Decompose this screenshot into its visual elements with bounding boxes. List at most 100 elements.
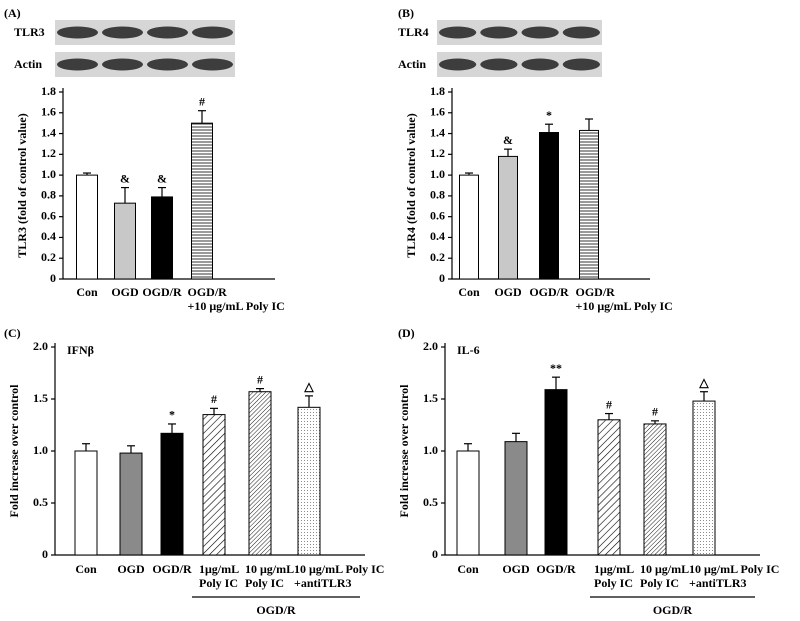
x-tick-label: +antiTLR3	[689, 576, 747, 590]
bar	[544, 389, 568, 556]
y-tick-label: 1.0	[423, 443, 438, 457]
blot-label: Actin	[14, 57, 42, 71]
blot-band	[562, 26, 600, 39]
bar	[119, 452, 143, 556]
x-tick-label: Con	[458, 285, 480, 299]
x-tick-label: Poly IC	[640, 576, 679, 590]
significance-mark: △	[303, 380, 314, 394]
bar	[202, 414, 226, 556]
y-tick-label: 0	[42, 547, 48, 561]
blot-band	[439, 58, 477, 71]
y-tick-label: 1.4	[41, 125, 56, 139]
y-tick-label: 1.8	[41, 84, 56, 98]
significance-mark: *	[546, 108, 552, 122]
bar	[151, 196, 173, 280]
y-tick-label: 2.0	[33, 339, 48, 353]
y-tick-label: 2.0	[423, 339, 438, 353]
y-tick-label: 0.6	[41, 208, 56, 222]
bar	[191, 122, 213, 280]
x-tick-label: Poly IC	[245, 576, 284, 590]
x-tick-label: Con	[75, 562, 97, 576]
y-tick-label: 1.2	[41, 146, 56, 160]
x-tick-label: 10 μg/mL Poly IC	[689, 562, 779, 576]
blot-band	[57, 58, 98, 71]
y-tick-label: 1.0	[41, 167, 56, 181]
y-tick-label: 1.6	[41, 105, 56, 119]
x-tick-label: 10 μg/mL	[245, 562, 294, 576]
x-tick-label: OGD/R	[536, 562, 576, 576]
x-tick-label: 1μg/mL	[594, 562, 634, 576]
bar	[297, 406, 321, 556]
significance-mark: **	[550, 361, 562, 375]
significance-mark: #	[211, 392, 217, 406]
group-label: OGD/R	[653, 603, 693, 617]
y-tick-label: 0.2	[41, 250, 56, 264]
blot-label: TLR4	[398, 25, 429, 39]
bar	[692, 400, 716, 556]
bar	[459, 174, 479, 280]
bar	[643, 423, 667, 556]
significance-mark: #	[199, 94, 205, 108]
bar	[498, 155, 518, 280]
significance-mark: &	[157, 171, 167, 185]
significance-mark: #	[652, 405, 658, 419]
blot-band	[521, 58, 559, 71]
bar	[579, 129, 599, 280]
blot-label: TLR3	[14, 25, 45, 39]
inner-label: IL-6	[457, 343, 480, 357]
x-tick-label: OGD/R	[152, 562, 192, 576]
group-label: OGD/R	[256, 603, 296, 617]
panel-label: (B)	[398, 6, 414, 20]
blot-band	[192, 58, 233, 71]
x-tick-label: OGD/R	[188, 285, 228, 299]
panel-label: (A)	[4, 6, 21, 20]
x-tick-label: 1μg/mL	[199, 562, 239, 576]
bar	[74, 450, 98, 556]
blot-band	[102, 26, 143, 39]
bar	[160, 432, 184, 556]
y-tick-label: 0.5	[423, 495, 438, 509]
blot-band	[102, 58, 143, 71]
x-tick-label: Poly IC	[594, 576, 633, 590]
panel-label: (C)	[4, 326, 21, 340]
y-axis-label: TLR4 (fold of control value)	[404, 113, 418, 257]
blot-band	[439, 26, 477, 39]
x-tick-label: 10 μg/mL	[640, 562, 689, 576]
blot-band	[480, 26, 518, 39]
significance-mark: &	[120, 171, 130, 185]
y-tick-label: 1.0	[430, 167, 445, 181]
significance-mark: △	[698, 375, 709, 389]
x-tick-label: OGD	[111, 285, 139, 299]
significance-mark: #	[606, 397, 612, 411]
blot-band	[192, 26, 233, 39]
significance-mark: &	[503, 133, 513, 147]
x-tick-label: OGD	[494, 285, 522, 299]
x-tick-label: OGD/R	[576, 285, 616, 299]
y-tick-label: 1.0	[33, 443, 48, 457]
x-tick-label: OGD	[502, 562, 530, 576]
y-axis-label: TLR3 (fold of control value)	[15, 113, 29, 257]
y-tick-label: 0	[432, 547, 438, 561]
x-tick-label: 10 μg/mL Poly IC	[294, 562, 384, 576]
bar	[248, 391, 272, 556]
y-tick-label: 1.8	[430, 84, 445, 98]
x-tick-label: OGD/R	[142, 285, 182, 299]
blot-band	[480, 58, 518, 71]
y-tick-label: 0.6	[430, 208, 445, 222]
panel-label: (D)	[398, 326, 415, 340]
y-tick-label: 0	[50, 271, 56, 285]
y-tick-label: 1.5	[423, 391, 438, 405]
y-tick-label: 1.2	[430, 146, 445, 160]
x-tick-label: +antiTLR3	[294, 576, 352, 590]
bar	[504, 441, 528, 556]
y-tick-label: 1.6	[430, 105, 445, 119]
y-tick-label: 1.5	[33, 391, 48, 405]
significance-mark: *	[169, 408, 175, 422]
blot-band	[521, 26, 559, 39]
y-tick-label: 0.2	[430, 250, 445, 264]
y-axis-label: Fold increase over control	[7, 384, 21, 518]
blot-band	[147, 58, 188, 71]
y-tick-label: 0.8	[430, 188, 445, 202]
x-tick-label: OGD/R	[529, 285, 569, 299]
